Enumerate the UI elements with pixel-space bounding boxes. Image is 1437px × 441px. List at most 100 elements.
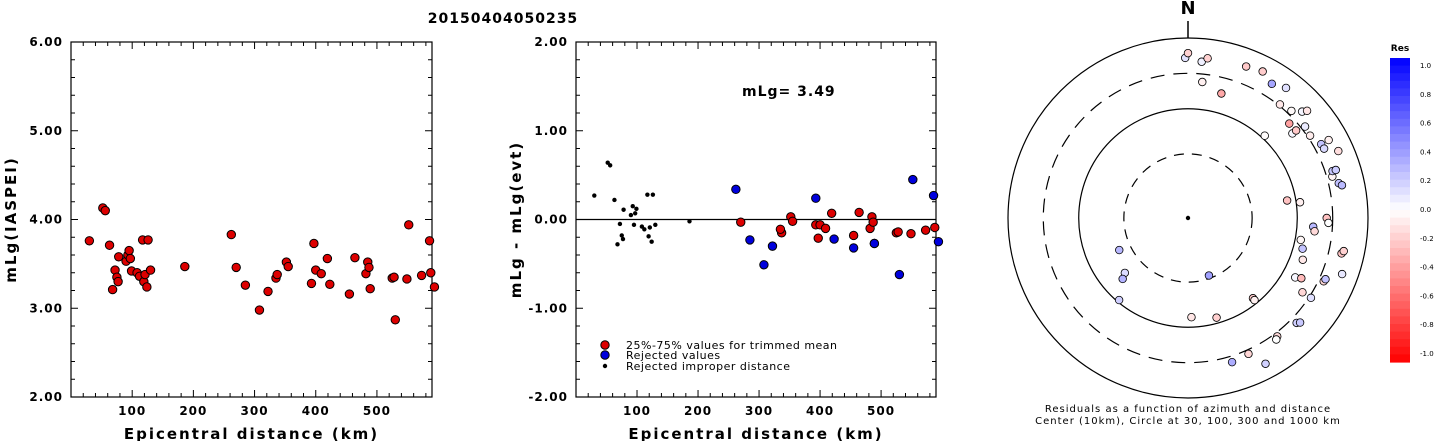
improper-distance-point [632,211,638,216]
colorbar-segment [1390,286,1410,295]
legend-marker-circle [600,350,610,360]
colorbar-segment [1390,346,1410,355]
station-residual-point [1297,274,1306,283]
rejected-value-point [894,269,905,280]
station-residual-point [1204,271,1214,280]
station-residual-point [1261,359,1270,368]
station-residual-point [1339,246,1348,256]
trimmed-mean-point [736,217,746,227]
station-residual-point [1282,196,1292,205]
magnitude-point [231,262,241,273]
station-residual-point [1118,274,1127,284]
colorbar-segment [1390,103,1410,112]
colorbar-segment [1390,164,1410,173]
magnitude-point [390,315,400,325]
left-x-tick-label: 500 [363,404,391,418]
mid-y-tick-label: -2.00 [528,390,568,404]
magnitude-point [424,236,435,246]
magnitude-point [322,253,333,264]
mid-y-tick-label: 1.00 [534,124,568,138]
colorbar-tick-label: 1.0 [1420,62,1431,70]
station-residual-point [1324,218,1333,228]
magnitude-point [306,278,317,289]
colorbar-tick-label: 0.8 [1420,91,1431,99]
colorbar-segment [1390,331,1410,340]
improper-distance-point [630,203,635,209]
station-residual-point [1296,235,1305,245]
station-residual-point [1337,181,1347,190]
station-residual-point [1217,89,1226,98]
trimmed-mean-point [848,230,859,241]
station-residual-point [1302,106,1312,115]
rejected-value-point [767,241,778,251]
colorbar-title: Res [1391,44,1409,54]
magnitude-point [180,261,190,272]
colorbar-segment [1390,156,1410,165]
colorbar-segment [1390,316,1410,325]
improper-distance-point [687,219,692,224]
colorbar-tick-label: -0.4 [1420,264,1434,272]
improper-distance-point [649,239,654,244]
trimmed-mean-point [820,223,831,234]
improper-distance-point [642,227,647,232]
station-residual-point [1337,269,1347,279]
colorbar-segment [1390,210,1410,219]
trimmed-mean-point [854,207,864,218]
colorbar-segment [1390,58,1410,67]
trimmed-mean-point [813,233,823,243]
rejected-value-point [848,243,859,253]
improper-distance-point [650,192,656,197]
improper-distance-point [607,163,613,168]
colorbar-tick-label: 0.2 [1420,177,1431,185]
improper-distance-point [615,242,620,247]
station-residual-point [1272,335,1281,344]
mid-y-tick-label: 0.00 [534,213,568,227]
station-residual-point [1258,67,1267,76]
colorbar-segment [1390,179,1410,188]
magnitude-point [325,279,335,289]
colorbar-segment [1390,270,1410,279]
epicenter-dot [1185,215,1191,221]
colorbar-segment [1390,225,1410,234]
trimmed-mean-point [920,225,931,235]
colorbar-segment [1390,354,1410,363]
rejected-value-point [759,260,769,270]
left-x-tick-label: 200 [179,404,207,418]
magnitude-point [364,262,374,273]
legend-label: Rejected improper distance [626,360,791,373]
circle-30km [1123,153,1253,283]
magnitude-point [107,284,118,295]
magnitude-point [125,253,136,264]
station-residual-point [1306,293,1316,303]
mid-x-tick-label: 500 [867,404,895,418]
left-x-tick-label: 400 [302,404,330,418]
trimmed-mean-point [826,208,837,218]
magnitude-point [263,286,273,297]
magnitude-point [365,284,375,294]
magnitude-point [114,252,124,262]
event-magnitude-annotation: mLg= 3.49 [742,84,836,100]
magnitude-point [309,238,319,249]
colorbar-segment [1390,263,1410,272]
magnitude-point [240,280,251,290]
mid-y-axis-label: mLg - mLg(evt) [507,141,525,298]
left-plot-frame [70,41,433,398]
colorbar-segment [1390,202,1410,211]
mid-x-tick-label: 200 [684,404,712,418]
station-residual-point [1260,131,1269,140]
left-y-tick-label: 2.00 [29,390,63,404]
improper-distance-point [592,193,597,198]
magnitude-point [404,220,414,230]
rejected-value-point [908,174,918,185]
station-residual-point [1298,244,1307,253]
station-residual-point [1319,144,1329,153]
station-residual-point [1187,313,1196,322]
colorbar-segment [1390,73,1410,82]
colorbar-segment [1390,232,1410,241]
mid-x-tick-label: 400 [806,404,834,418]
improper-distance-point [634,206,639,212]
magnitude-point [389,272,399,282]
rejected-value-point [933,236,944,247]
station-residual-point [1241,62,1251,71]
station-residual-point [1331,165,1340,175]
